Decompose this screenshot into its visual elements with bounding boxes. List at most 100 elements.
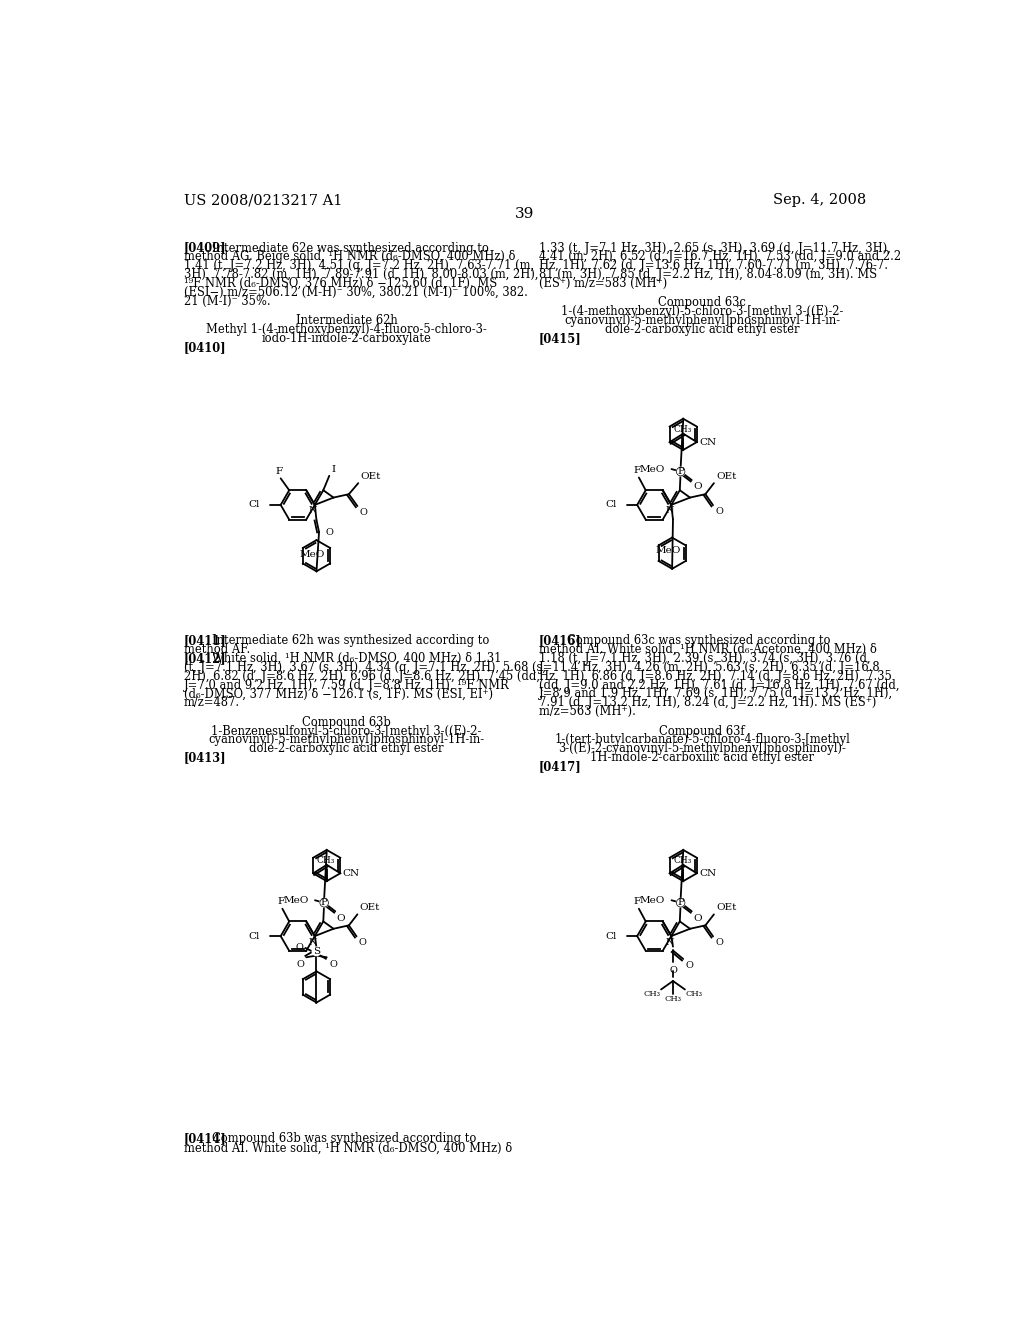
Text: J=7.0 and 9.2 Hz, 1H), 7.59 (d, J=8.8 Hz, 1H), ¹⁹F NMR: J=7.0 and 9.2 Hz, 1H), 7.59 (d, J=8.8 Hz… [183,678,510,692]
Text: [0416]: [0416] [539,635,582,647]
Text: O: O [716,939,723,946]
Text: Intermediate 62e was synthesized according to: Intermediate 62e was synthesized accordi… [212,242,489,255]
Text: (t, J=7.1 Hz, 3H), 3.67 (s, 3H), 4.34 (q, J=7.1 Hz, 2H), 5.68 (s,: (t, J=7.1 Hz, 3H), 3.67 (s, 3H), 4.34 (q… [183,661,546,673]
Text: cyanovinyl)-5-methylphenyl]phosphinoyl-1H-in-: cyanovinyl)-5-methylphenyl]phosphinoyl-1… [209,734,484,746]
Text: [0411]: [0411] [183,635,226,647]
Text: OEt: OEt [716,471,736,480]
Text: O: O [669,966,677,974]
Text: 2H), 6.82 (d, J=8.6 Hz, 2H), 6.96 (d, J=8.6 Hz, 2H), 7.45 (dd,: 2H), 6.82 (d, J=8.6 Hz, 2H), 6.96 (d, J=… [183,669,540,682]
Text: CN: CN [343,869,359,878]
Text: O: O [685,961,693,969]
Text: US 2008/0213217 A1: US 2008/0213217 A1 [183,193,342,207]
Text: Compound 63f: Compound 63f [659,725,745,738]
Text: O: O [326,528,334,536]
Text: Cl: Cl [605,500,616,510]
Text: cyanovinyl)-5-methylphenyl]phosphinoyl-1H-in-: cyanovinyl)-5-methylphenyl]phosphinoyl-1… [564,314,841,327]
Circle shape [312,948,321,956]
Text: [0412]: [0412] [183,652,226,665]
Text: Compound 63c was synthesized according to: Compound 63c was synthesized according t… [567,635,830,647]
Text: O: O [329,960,337,969]
Text: S: S [313,946,321,956]
Text: (dd, J=9.0 and 2.2 Hz, 1H), 7.61 (d, J=16.8 Hz, 1H), 7.67 (dd,: (dd, J=9.0 and 2.2 Hz, 1H), 7.61 (d, J=1… [539,678,899,692]
Text: 39: 39 [515,207,535,220]
Text: O: O [295,942,303,952]
Text: Cl: Cl [605,932,616,941]
Text: Hz, 1H), 6.86 (d, J=8.6 Hz, 2H), 7.14 (d, J=8.6 Hz, 2H), 7.35: Hz, 1H), 6.86 (d, J=8.6 Hz, 2H), 7.14 (d… [539,669,892,682]
Text: m/z=563 (MH⁺).: m/z=563 (MH⁺). [539,705,636,718]
Text: (d₆-DMSO, 377 MHz) δ −126.1 (s, 1F). MS (ESI, EI⁺): (d₆-DMSO, 377 MHz) δ −126.1 (s, 1F). MS … [183,688,493,701]
Text: J=11.4 Hz, 3H), 4.26 (m, 2H), 5.63 (s, 2H), 6.35 (d, J=16.8: J=11.4 Hz, 3H), 4.26 (m, 2H), 5.63 (s, 2… [539,661,881,673]
Text: N: N [666,507,674,515]
Text: CH₃: CH₃ [643,990,660,998]
Text: CN: CN [699,438,717,446]
Text: method AI. White solid, ¹H NMR (d₆-DMSO, 400 MHz) δ: method AI. White solid, ¹H NMR (d₆-DMSO,… [183,1142,512,1154]
Text: MeO: MeO [300,550,326,560]
Text: [0409]: [0409] [183,242,226,255]
Text: (ES⁺) m/z=583 (MH⁺): (ES⁺) m/z=583 (MH⁺) [539,277,667,290]
Text: dole-2-carboxylic acid ethyl ester: dole-2-carboxylic acid ethyl ester [605,323,800,337]
Text: F: F [275,467,283,477]
Circle shape [677,467,685,475]
Text: iodo-1H-indole-2-carboxylate: iodo-1H-indole-2-carboxylate [261,331,431,345]
Text: ¹⁹F NMR (d₆-DMSO, 376 MHz) δ −125.60 (d, 1F). MS: ¹⁹F NMR (d₆-DMSO, 376 MHz) δ −125.60 (d,… [183,277,497,290]
Text: [0410]: [0410] [183,341,226,354]
Text: method AF.: method AF. [183,643,250,656]
Text: O: O [296,960,304,969]
Text: Intermediate 62h was synthesized according to: Intermediate 62h was synthesized accordi… [212,635,489,647]
Text: N: N [666,937,674,946]
Text: OEt: OEt [360,471,381,480]
Text: [0413]: [0413] [183,751,226,764]
Text: N: N [309,507,317,515]
Text: Methyl 1-(4-methoxybenzyl)-4-fluoro-5-chloro-3-: Methyl 1-(4-methoxybenzyl)-4-fluoro-5-ch… [206,323,487,337]
Text: 3H), 7.78-7.82 (m, 1H), 7.89-7.91 (d, 1H), 8.00-8.03 (m, 2H),: 3H), 7.78-7.82 (m, 1H), 7.89-7.91 (d, 1H… [183,268,539,281]
Text: 7.91 (d, J=13.2 Hz, 1H), 8.24 (d, J=2.2 Hz, 1H). MS (ES⁺): 7.91 (d, J=13.2 Hz, 1H), 8.24 (d, J=2.2 … [539,696,877,709]
Text: CH₃: CH₃ [673,855,691,865]
Text: 1-(tert-butylcarbanate)-5-chloro-4-fluoro-3-[methyl: 1-(tert-butylcarbanate)-5-chloro-4-fluor… [554,734,850,746]
Text: Hz, 1H), 7.62 (d, J=13.6 Hz, 1H), 7.60-7.71 (m, 3H), 7.76-7.: Hz, 1H), 7.62 (d, J=13.6 Hz, 1H), 7.60-7… [539,259,888,272]
Text: F: F [634,466,641,475]
Text: White solid, ¹H NMR (d₆-DMSO, 400 MHz) δ 1.31: White solid, ¹H NMR (d₆-DMSO, 400 MHz) δ… [212,652,502,665]
Text: CN: CN [699,869,717,878]
Text: [0414]: [0414] [183,1133,226,1146]
Text: CH₃: CH₃ [665,994,682,1003]
Text: P: P [677,467,684,477]
Text: m/z=487.: m/z=487. [183,696,240,709]
Text: MeO: MeO [640,896,666,904]
Text: 1-Benzenesulfonyl-5-chloro-3-[methyl 3-((E)-2-: 1-Benzenesulfonyl-5-chloro-3-[methyl 3-(… [211,725,481,738]
Text: 81 (m, 3H), 7.85 (d, J=2.2 Hz, 1H), 8.04-8.09 (m, 3H). MS: 81 (m, 3H), 7.85 (d, J=2.2 Hz, 1H), 8.04… [539,268,877,281]
Text: Compound 63c: Compound 63c [658,297,746,309]
Text: 1-(4-methoxybenzyl)-5-chloro-3-[methyl 3-((E)-2-: 1-(4-methoxybenzyl)-5-chloro-3-[methyl 3… [561,305,844,318]
Text: Cl: Cl [249,932,260,941]
Text: O: O [693,482,701,491]
Circle shape [319,899,329,907]
Text: N: N [309,937,317,946]
Text: 1H-indole-2-carboxilic acid ethyl ester: 1H-indole-2-carboxilic acid ethyl ester [590,751,814,764]
Text: MeO: MeO [655,546,681,556]
Text: MeO: MeO [640,465,666,474]
Text: 1.18 (t, J=7.1 Hz, 3H), 2.39 (s, 3H), 3.74 (s, 3H), 3.76 (d,: 1.18 (t, J=7.1 Hz, 3H), 2.39 (s, 3H), 3.… [539,652,870,665]
Text: O: O [358,939,367,946]
Text: P: P [677,899,684,907]
Text: MeO: MeO [284,896,309,904]
Text: 1.33 (t, J=7.1 Hz, 3H), 2.65 (s, 3H), 3.69 (d, J=11.7 Hz, 3H),: 1.33 (t, J=7.1 Hz, 3H), 2.65 (s, 3H), 3.… [539,242,891,255]
Circle shape [677,899,685,907]
Text: Compound 63b: Compound 63b [302,715,391,729]
Text: F: F [634,898,641,907]
Text: 1.41 (t, J=7.2 Hz, 3H), 4.51 (q, J=7.2 Hz, 2H), 7.63-7.71 (m,: 1.41 (t, J=7.2 Hz, 3H), 4.51 (q, J=7.2 H… [183,259,534,272]
Text: J=8.9 and 1.9 Hz, 1H), 7.69 (s, 1H), 7.75 (d, J=13.2 Hz, 1H),: J=8.9 and 1.9 Hz, 1H), 7.69 (s, 1H), 7.7… [539,688,893,701]
Text: method AG. Beige solid, ¹H NMR (d₆-DMSO, 400 MHz) δ: method AG. Beige solid, ¹H NMR (d₆-DMSO,… [183,251,515,264]
Text: OEt: OEt [716,903,736,912]
Text: O: O [337,913,345,923]
Text: O: O [693,913,701,923]
Text: P: P [321,899,328,907]
Text: CH₃: CH₃ [686,990,702,998]
Text: Intermediate 62h: Intermediate 62h [296,314,397,327]
Text: 4.41 (m, 2H), 6.52 (d, J=16.7 Hz, 1H), 7.53 (dd, J=9.0 and 2.2: 4.41 (m, 2H), 6.52 (d, J=16.7 Hz, 1H), 7… [539,251,901,264]
Text: CH₃: CH₃ [316,855,335,865]
Text: [0417]: [0417] [539,760,582,774]
Text: OEt: OEt [359,903,380,912]
Text: 21 (M-I)⁻ 35%.: 21 (M-I)⁻ 35%. [183,294,270,308]
Text: Cl: Cl [249,500,260,510]
Text: F: F [278,898,285,907]
Text: Compound 63b was synthesized according to: Compound 63b was synthesized according t… [212,1133,477,1146]
